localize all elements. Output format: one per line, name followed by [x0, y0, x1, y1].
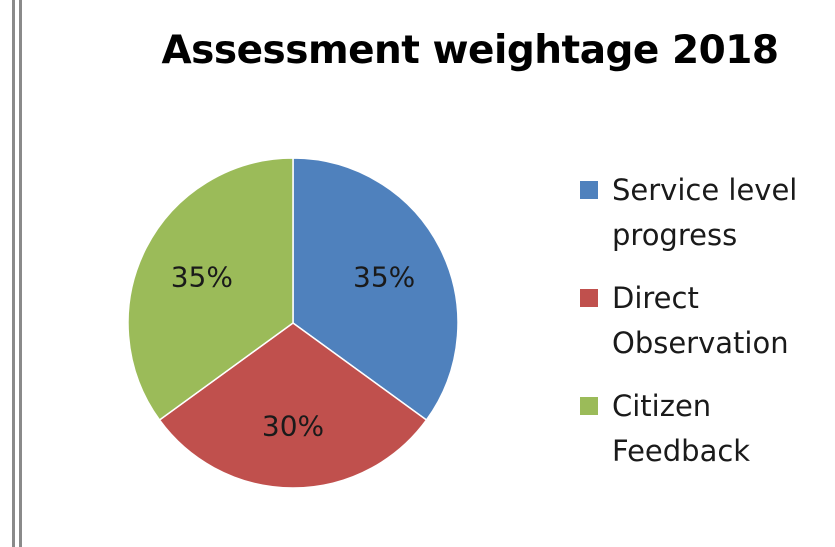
- legend-swatch: [580, 181, 598, 199]
- legend: Service level progress Direct Observatio…: [580, 168, 830, 492]
- legend-label: Service level progress: [612, 173, 798, 252]
- chart-title: Assessment weightage 2018: [161, 28, 779, 73]
- legend-label: Direct Observation: [612, 281, 789, 360]
- data-label: 35%: [171, 261, 233, 294]
- legend-swatch: [580, 397, 598, 415]
- legend-item-service-level-progress: Service level progress: [580, 168, 830, 258]
- pie-slice-direct-observation: [158, 322, 428, 489]
- legend-item-direct-observation: Direct Observation: [580, 276, 830, 366]
- data-label: 30%: [262, 409, 324, 442]
- legend-label: Citizen Feedback: [612, 389, 751, 468]
- data-label: 35%: [353, 261, 415, 294]
- legend-item-citizen-feedback: Citizen Feedback: [580, 384, 830, 474]
- pie-slice-citizen-feedback: [127, 157, 294, 422]
- left-border-line: [12, 0, 15, 547]
- legend-swatch: [580, 289, 598, 307]
- pie-slice-service-level-progress: [292, 157, 459, 422]
- left-border-line-inner: [19, 0, 22, 547]
